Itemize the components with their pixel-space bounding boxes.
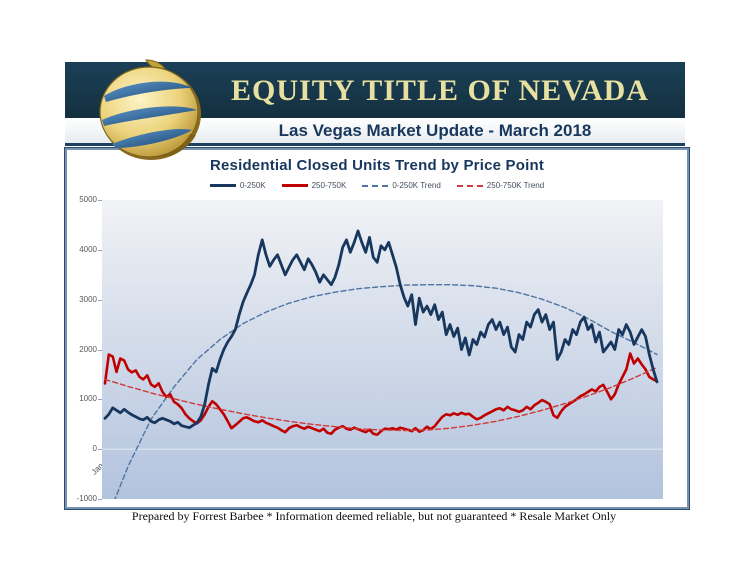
series-line-0-250k: [103, 229, 659, 430]
y-axis-tick-label: 5000: [79, 195, 97, 204]
legend-label: 250-750K: [311, 181, 347, 190]
legend-swatch-solid: [281, 184, 308, 187]
legend-swatch-dashed: [362, 184, 389, 187]
y-axis-tick-mark: [98, 499, 102, 500]
legend-item-0-250k: 0-250K: [209, 181, 266, 190]
legend-label: 0-250K: [239, 181, 266, 190]
company-title: EQUITY TITLE OF NEVADA: [231, 74, 649, 107]
chart-title: Residential Closed Units Trend by Price …: [209, 157, 545, 174]
legend-item-250-750k: 250-750K: [281, 181, 347, 190]
plot-area: [102, 200, 663, 499]
legend-swatch-solid: [209, 184, 236, 187]
y-axis-tick-label: 0: [92, 444, 97, 454]
series-line-250-750k-trend: [104, 366, 658, 432]
y-axis-tick-mark: [98, 299, 102, 301]
chart-container: Residential Closed Units Trend by Price …: [65, 148, 689, 509]
y-axis-tick-mark: [98, 449, 102, 451]
legend-label: 0-250K Trend: [392, 181, 441, 190]
y-axis-tick-mark: [98, 399, 102, 401]
series-line-0-250k-trend: [114, 284, 658, 499]
legend-item-0-250k-trend: 0-250K Trend: [362, 181, 441, 190]
y-axis-tick-mark: [98, 349, 102, 351]
y-axis-tick-label: 3000: [79, 294, 97, 304]
y-axis-tick-label: -1000: [76, 494, 97, 503]
y-axis-tick-label: 2000: [79, 344, 97, 354]
y-axis-tick-mark: [98, 249, 102, 251]
chart-legend: 0-250K 250-750K 0-250K Trend 250-750K Trend: [67, 181, 687, 190]
legend-item-250-750k-trend: 250-750K Trend: [456, 181, 545, 190]
legend-label: 250-750K Trend: [486, 181, 545, 190]
report-subtitle: Las Vegas Market Update - March 2018: [278, 121, 592, 140]
y-axis-tick-label: 4000: [79, 244, 97, 254]
y-axis-tick-label: 1000: [79, 394, 97, 404]
footer-disclaimer: Prepared by Forrest Barbee * Information…: [131, 509, 617, 523]
legend-swatch-dashed: [456, 184, 483, 187]
y-axis-tick-mark: [98, 200, 102, 201]
gold-globe-logo-icon: [99, 59, 201, 160]
